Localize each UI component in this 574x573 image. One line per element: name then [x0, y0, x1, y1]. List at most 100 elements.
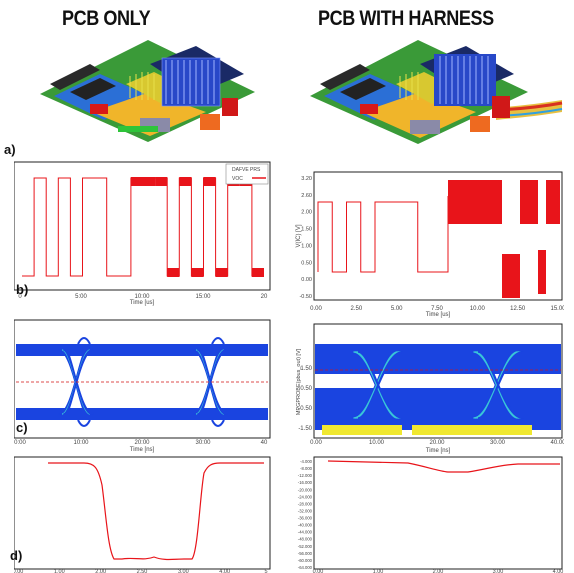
chart-c-right: 1.50 0.50 -0.50 -1.50 MPGPROBE(pbus_out) [V…: [296, 323, 564, 454]
b-right-y-tick-label: 1.50: [301, 227, 312, 233]
crosstalk-band: [502, 254, 520, 298]
x-axis-label: Time [ns]: [426, 448, 451, 454]
chart-b-right: 3.20 2.60 2.00 1.50 1.00 0.50 0.00 -0.50 V(IC) …: [296, 171, 564, 318]
pcb-only-render: [40, 40, 255, 142]
eye-upper-band: [16, 344, 268, 356]
crosstalk-band: [167, 268, 180, 277]
b-left-x-tick-label: 10:00: [134, 294, 150, 300]
legend-dafve-prs: DAFVE PRS: [232, 167, 261, 173]
d-right-x-tick-label: 1.00: [373, 569, 384, 573]
crosstalk-band: [520, 180, 538, 224]
crosstalk-band: [203, 177, 216, 186]
b-right-x-tick-label: 7.50: [431, 306, 443, 312]
b-right-y-tick-label: 0.50: [301, 260, 312, 266]
c-right-y-tick-label: 1.50: [300, 366, 312, 372]
d-right-y-tick-label: -32.000: [298, 508, 313, 513]
crosstalk-band: [179, 177, 192, 186]
b-right-x-tick-label: 10.00: [470, 306, 486, 312]
d-left-x-tick-label: 3.00: [178, 569, 189, 573]
d-left-x-tick-label: 1.00: [54, 569, 65, 573]
d-right-y-tick-label: -64.000: [298, 565, 313, 570]
d-right-y-tick-label: -12.000: [298, 473, 313, 478]
c-right-x-tick-label: 40.00: [550, 440, 564, 446]
b-right-x-tick-label: 5.00: [391, 306, 403, 312]
d-right-y-tick-label: -40.000: [298, 523, 313, 528]
crosstalk-band: [215, 268, 228, 277]
eye-low-level-trace: [322, 425, 402, 435]
d-right-y-tick-label: -52.000: [298, 544, 313, 549]
title-pcb-with-harness: PCB WITH HARNESS: [318, 7, 494, 30]
eye-transition: [199, 349, 228, 415]
x-axis-label: Time [us]: [426, 312, 451, 318]
row-label-d: d): [10, 548, 23, 563]
chart-d-right: -4.000 -8.000 -12.000 -16.000 -20.000 -24.000…: [298, 456, 564, 573]
c-right-y-tick-label: -0.50: [298, 406, 312, 412]
eye-lower-band: [315, 388, 561, 430]
chart-c-left: 0:00 10:00 20:00 30:00 40 Time [ns]: [14, 319, 271, 453]
crosstalk-band: [143, 177, 156, 186]
eye-lower-band: [16, 408, 268, 420]
d-right-y-tick-label: -8.000: [300, 466, 313, 471]
d-right-x-tick-label: 2.00: [433, 569, 444, 573]
c-right-y-tick-label: -1.50: [298, 426, 312, 432]
b-right-y-tick-label: 0.00: [301, 277, 312, 283]
row-label-a: a): [4, 142, 16, 157]
c-left-x-tick-label: 10:00: [73, 440, 89, 446]
legend-voc: VOC: [232, 176, 243, 182]
eye-low-level-trace: [492, 425, 532, 435]
d-left-x-tick-label: 2.50: [137, 569, 148, 573]
b-right-y-tick-label: 1.00: [301, 243, 312, 249]
c-left-x-tick-label: 40: [261, 440, 268, 446]
d-right-y-tick-label: -44.000: [298, 530, 313, 535]
crosstalk-band: [155, 177, 168, 186]
c-right-x-tick-label: 20.00: [429, 440, 445, 446]
crosstalk-band: [448, 180, 488, 224]
c-right-x-tick-label: 30.00: [490, 440, 506, 446]
c-left-x-tick-label: 20:00: [134, 440, 150, 446]
eye-transition: [480, 351, 526, 419]
crosstalk-band: [251, 268, 264, 277]
d-right-y-tick-label: -56.000: [298, 551, 313, 556]
eye-overshoot: [211, 419, 225, 427]
d-right-y-tick-label: -20.000: [298, 487, 313, 492]
eye-transition: [360, 351, 406, 419]
x-axis-label: Time [ns]: [130, 447, 155, 453]
y-axis-label: V(IC) [V]: [296, 224, 302, 247]
b-right-y-tick-label: 2.60: [301, 193, 312, 199]
x-axis-label: Time [us]: [130, 300, 155, 306]
crosstalk-band: [538, 250, 546, 294]
eye-overshoot: [211, 337, 225, 345]
eye-low-level-trace: [412, 425, 492, 435]
c-right-y-tick-label: 0.50: [300, 386, 312, 392]
b-left-x-tick-label: 15:00: [195, 294, 211, 300]
d-right-x-tick-label: 3.00: [493, 569, 504, 573]
d-right-x-tick-label: 4.00: [553, 569, 564, 573]
b-left-x-tick-label: 20: [261, 294, 268, 300]
d-left-x-tick-label: 4.00: [219, 569, 230, 573]
b-right-x-tick-label: 15.00: [550, 306, 564, 312]
b-right-y-tick-label: 2.00: [301, 210, 312, 216]
c-right-x-tick-label: 10.00: [369, 440, 385, 446]
c-right-x-tick-label: 0.00: [310, 440, 322, 446]
response-trace: [48, 462, 264, 561]
crosstalk-band: [130, 177, 143, 186]
d-right-y-tick-label: -24.000: [298, 494, 313, 499]
crosstalk-band: [191, 268, 204, 277]
crosstalk-band: [488, 180, 502, 224]
d-right-y-tick-label: -16.000: [298, 480, 313, 485]
d-left-x-tick-label: 0.00: [14, 569, 23, 573]
eye-overshoot: [77, 337, 91, 345]
crosstalk-band: [546, 180, 560, 224]
b-right-x-tick-label: 0.00: [310, 306, 322, 312]
title-pcb-only: PCB ONLY: [62, 7, 151, 30]
d-right-x-tick-label: 0.00: [313, 569, 324, 573]
b-left-x-tick-label: 0: [18, 294, 22, 300]
b-right-x-tick-label: 2.50: [350, 306, 362, 312]
d-right-y-tick-label: -36.000: [298, 516, 313, 521]
chart-d-left: 0.00 1.00 2.00 2.50 3.00 4.00 5: [14, 456, 271, 573]
row-label-c: c): [16, 420, 28, 435]
b-left-x-tick-label: 5:00: [75, 294, 87, 300]
y-axis-label: MPGPROBE(pbus_out) [V]: [296, 348, 302, 415]
row-label-b: b): [16, 282, 29, 297]
d-left-x-tick-label: 2.00: [95, 569, 106, 573]
